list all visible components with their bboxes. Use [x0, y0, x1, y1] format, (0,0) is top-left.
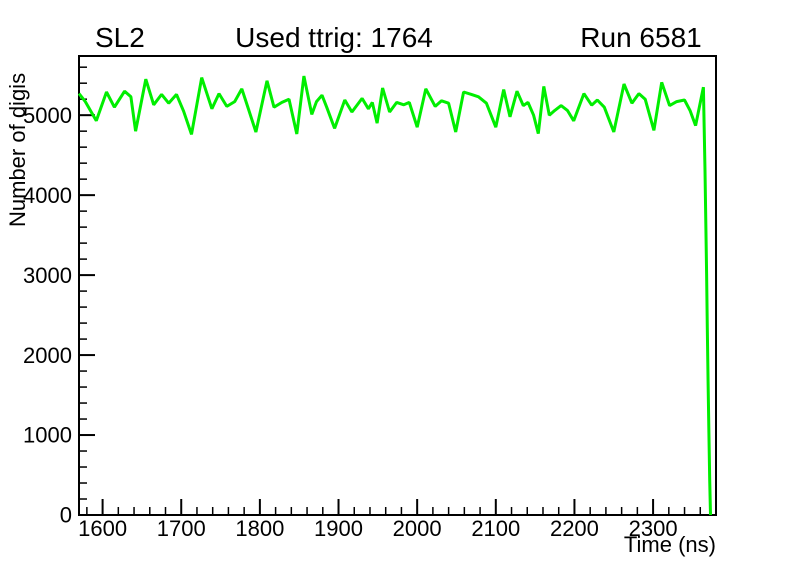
y-axis-title: Number of digis: [5, 72, 30, 227]
x-tick-label: 1900: [314, 516, 363, 541]
y-tick-label: 2000: [23, 343, 72, 368]
y-tick-label: 1000: [23, 423, 72, 448]
x-tick-label: 1700: [157, 516, 206, 541]
digis-time-series-line: [77, 75, 712, 516]
x-tick-label: 2000: [393, 516, 442, 541]
y-tick-label: 0: [60, 503, 72, 528]
plot-frame: [78, 55, 717, 516]
y-tick-label: 5000: [23, 103, 72, 128]
y-tick-label: 3000: [23, 263, 72, 288]
x-tick-label: 2100: [471, 516, 520, 541]
y-axis: 0 1000 2000 3000 4000 5000: [23, 66, 95, 528]
x-tick-label: 1800: [235, 516, 284, 541]
plot-title: Used ttrig: 1764: [235, 22, 433, 53]
x-tick-label: 1600: [78, 516, 127, 541]
x-axis-title: Time (ns): [623, 532, 716, 557]
run-label: Run 6581: [580, 22, 702, 53]
pad-label-left: SL2: [95, 22, 145, 53]
y-tick-label: 4000: [23, 183, 72, 208]
x-axis: 1600 1700 1800 1900 2000 2100 2200 2300: [78, 499, 702, 541]
x-tick-label: 2200: [550, 516, 599, 541]
x-tick-label: 2300: [629, 516, 678, 541]
